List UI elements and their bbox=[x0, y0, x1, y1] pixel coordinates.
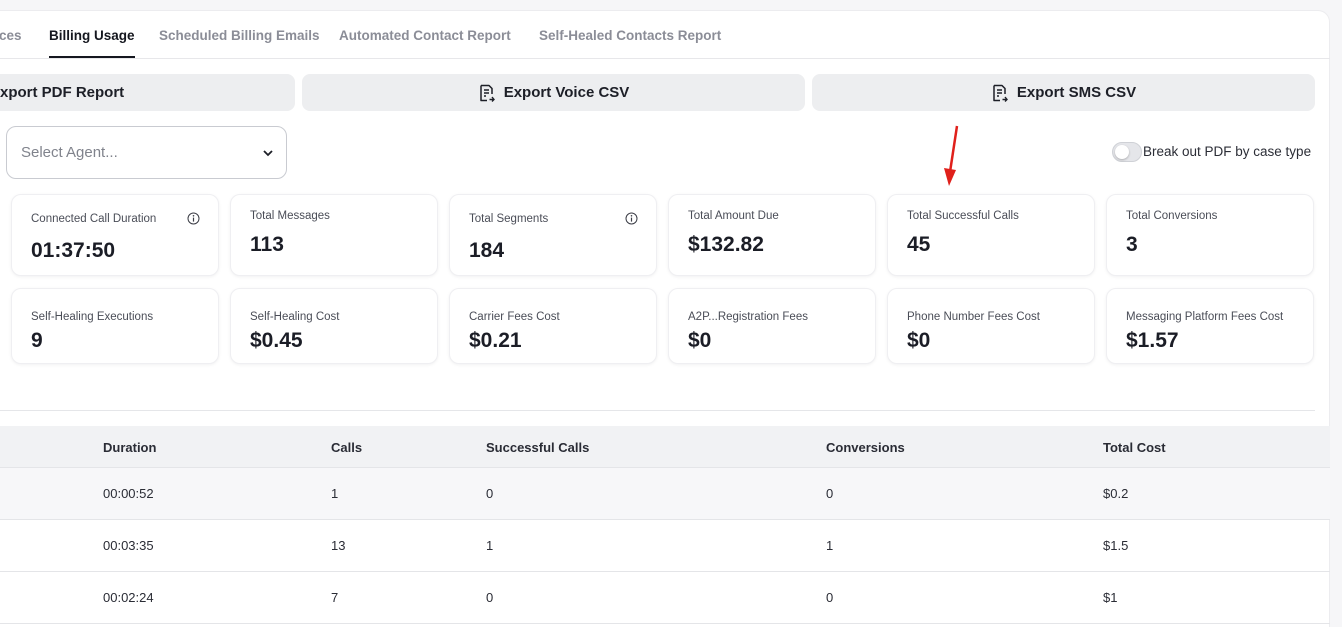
stat-value: $0.21 bbox=[469, 329, 522, 352]
export-voice-csv-button[interactable]: Export Voice CSV bbox=[302, 74, 805, 111]
cell-conversions: 1 bbox=[826, 538, 834, 553]
tab-automated-contact-report[interactable]: Automated Contact Report bbox=[339, 28, 511, 43]
table-row[interactable]: 00:03:35 13 1 1 $1.5 bbox=[0, 520, 1330, 572]
stat-card-total-successful-calls: Total Successful Calls 45 bbox=[887, 194, 1095, 276]
cell-total-cost: $1 bbox=[1103, 590, 1118, 605]
column-header-conversions[interactable]: Conversions bbox=[826, 440, 905, 455]
stat-label: Total Amount Due bbox=[688, 210, 779, 222]
stat-card-messaging-platform-fees-cost: Messaging Platform Fees Cost $1.57 bbox=[1106, 288, 1314, 364]
tab-partial[interactable]: ces bbox=[0, 28, 22, 43]
stat-value: $1.57 bbox=[1126, 329, 1179, 352]
info-icon[interactable] bbox=[625, 212, 638, 225]
stat-value: 3 bbox=[1126, 233, 1138, 256]
export-pdf-label: xport PDF Report bbox=[0, 84, 125, 101]
cell-calls: 13 bbox=[331, 538, 346, 553]
column-header-successful-calls[interactable]: Successful Calls bbox=[486, 440, 590, 455]
stat-value: 9 bbox=[31, 329, 43, 352]
stat-card-total-conversions: Total Conversions 3 bbox=[1106, 194, 1314, 276]
agent-select-placeholder: Select Agent... bbox=[21, 144, 118, 161]
window-edge bbox=[1331, 0, 1342, 627]
tab-self-healed-contacts-report[interactable]: Self-Healed Contacts Report bbox=[539, 28, 722, 43]
tab-scheduled-billing-emails[interactable]: Scheduled Billing Emails bbox=[159, 28, 320, 43]
tab-billing-usage[interactable]: Billing Usage bbox=[49, 28, 135, 58]
billing-panel: ces Billing Usage Scheduled Billing Emai… bbox=[0, 10, 1330, 627]
stat-label: Messaging Platform Fees Cost bbox=[1126, 311, 1284, 323]
cell-conversions: 0 bbox=[826, 590, 834, 605]
stat-card-carrier-fees-cost: Carrier Fees Cost $0.21 bbox=[449, 288, 657, 364]
red-arrow-annotation bbox=[944, 125, 959, 186]
cell-duration: 00:03:35 bbox=[103, 538, 154, 553]
stat-card-connected-call-duration: Connected Call Duration 01:37:50 bbox=[11, 194, 219, 276]
stat-value: $132.82 bbox=[688, 233, 764, 256]
cell-duration: 00:02:24 bbox=[103, 590, 154, 605]
export-pdf-button[interactable]: xport PDF Report bbox=[0, 74, 295, 111]
agent-select[interactable]: Select Agent... bbox=[6, 126, 287, 179]
document-export-icon bbox=[993, 84, 1008, 102]
stat-value: 45 bbox=[907, 233, 931, 256]
stat-label: Total Conversions bbox=[1126, 210, 1218, 222]
cell-calls: 1 bbox=[331, 486, 339, 501]
stat-label: Self-Healing Executions bbox=[31, 311, 154, 323]
export-sms-label: Export SMS CSV bbox=[1016, 84, 1137, 101]
cell-total-cost: $0.2 bbox=[1103, 486, 1129, 501]
stat-label: A2P...Registration Fees bbox=[688, 311, 808, 323]
cell-successful-calls: 0 bbox=[486, 590, 494, 605]
cell-successful-calls: 0 bbox=[486, 486, 494, 501]
tab-bar: ces Billing Usage Scheduled Billing Emai… bbox=[0, 11, 1330, 59]
toggle-knob bbox=[1115, 145, 1129, 159]
cell-total-cost: $1.5 bbox=[1103, 538, 1129, 553]
table-row[interactable]: 00:02:24 7 0 0 $1 bbox=[0, 572, 1330, 624]
stat-label: Total Successful Calls bbox=[907, 210, 1019, 222]
stat-label: Carrier Fees Cost bbox=[469, 311, 560, 323]
column-header-calls[interactable]: Calls bbox=[331, 440, 363, 455]
stat-label: Total Segments bbox=[469, 213, 549, 225]
stat-value: 184 bbox=[469, 239, 505, 262]
export-sms-csv-button[interactable]: Export SMS CSV bbox=[812, 74, 1315, 111]
stat-card-phone-number-fees-cost: Phone Number Fees Cost $0 bbox=[887, 288, 1095, 364]
column-header-duration[interactable]: Duration bbox=[103, 440, 157, 455]
stat-card-total-amount-due: Total Amount Due $132.82 bbox=[668, 194, 876, 276]
stat-card-self-healing-cost: Self-Healing Cost $0.45 bbox=[230, 288, 438, 364]
stat-value: $0 bbox=[688, 329, 712, 352]
stat-label: Phone Number Fees Cost bbox=[907, 311, 1040, 323]
stat-card-total-segments: Total Segments 184 bbox=[449, 194, 657, 276]
stat-value: $0 bbox=[907, 329, 931, 352]
cell-conversions: 0 bbox=[826, 486, 834, 501]
stat-value: $0.45 bbox=[250, 329, 303, 352]
stat-value: 113 bbox=[250, 233, 284, 256]
stat-value: 01:37:50 bbox=[31, 239, 116, 262]
cell-calls: 7 bbox=[331, 590, 339, 605]
info-icon[interactable] bbox=[187, 212, 200, 225]
break-out-pdf-label: Break out PDF by case type bbox=[1143, 144, 1312, 159]
column-header-total-cost[interactable]: Total Cost bbox=[1103, 440, 1166, 455]
stat-label: Connected Call Duration bbox=[31, 213, 157, 225]
table-header: Duration Calls Successful Calls Conversi… bbox=[0, 426, 1330, 468]
stat-card-a2p-registration-fees: A2P...Registration Fees $0 bbox=[668, 288, 876, 364]
cell-successful-calls: 1 bbox=[486, 538, 494, 553]
stat-card-total-messages: Total Messages 113 bbox=[230, 194, 438, 276]
document-export-icon bbox=[479, 84, 495, 102]
table-row[interactable]: 00:00:52 1 0 0 $0.2 bbox=[0, 468, 1330, 520]
chevron-down-icon bbox=[263, 150, 273, 157]
break-out-pdf-toggle[interactable] bbox=[1112, 142, 1142, 162]
section-divider bbox=[0, 410, 1315, 411]
export-voice-label: Export Voice CSV bbox=[503, 84, 630, 101]
stat-label: Self-Healing Cost bbox=[250, 311, 340, 323]
stat-card-self-healing-executions: Self-Healing Executions 9 bbox=[11, 288, 219, 364]
cell-duration: 00:00:52 bbox=[103, 486, 154, 501]
stat-label: Total Messages bbox=[250, 210, 330, 222]
